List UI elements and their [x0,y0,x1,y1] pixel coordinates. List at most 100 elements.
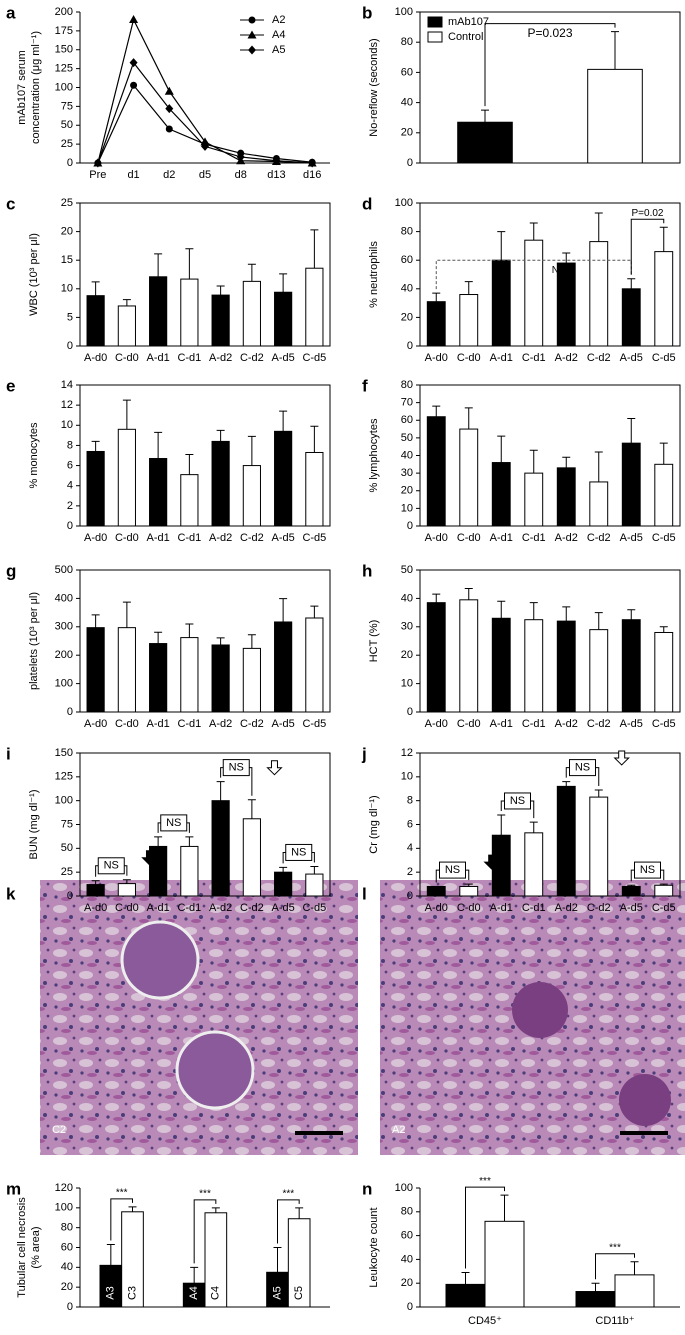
x-tick-label: C-d0 [115,352,139,364]
y-tick-label: 25 [61,197,73,209]
bar [211,440,230,527]
bracket [484,23,616,107]
error-bar [185,623,194,638]
error-bar [154,253,163,277]
annotation: P=0.02 [632,208,664,219]
y-axis-label: % monocytes [28,422,40,489]
annotation-box [569,759,596,777]
y-axis-label: mAb107 serum [16,50,28,125]
x-tick-label: A-d0 [84,718,107,730]
x-tick-label: d5 [199,169,211,181]
y-tick-label: 100 [395,1182,413,1194]
y-tick-label: 0 [407,706,413,718]
error-bar [273,1247,282,1273]
annotation: NS [291,846,306,858]
bar [524,472,544,527]
bar-label: C5 [293,1286,305,1300]
bar [575,1291,616,1308]
bar [305,267,324,347]
bar [621,288,641,347]
y-tick-label: 80 [401,36,413,48]
x-tick-label: A-d1 [147,352,170,364]
x-tick-label: C-d1 [522,532,546,544]
error-bar [497,231,506,261]
error-bar [627,884,636,887]
annotation: NS [229,762,244,774]
marker [165,125,173,133]
x-tick-label: d2 [163,169,175,181]
y-tick-label: 0 [407,1301,413,1313]
marker [272,156,281,166]
bar [614,1274,655,1308]
error-bar [310,425,319,453]
annotation-box [160,814,188,832]
y-tick-label: 4 [67,480,73,492]
error-bar [659,883,668,886]
bar [117,305,136,347]
y-tick-label: 10 [401,502,413,514]
x-tick-label: A-d0 [425,352,448,364]
plot-frame [79,752,331,897]
error-bar [279,866,288,873]
bar [305,451,324,527]
y-tick-label: 100 [55,81,73,93]
x-tick-label: C-d1 [177,718,201,730]
x-tick-label: A-d5 [620,352,643,364]
y-axis-label: WBC (10³ per μl) [28,233,40,316]
y-tick-label: 60 [401,66,413,78]
x-tick-label: A-d0 [425,532,448,544]
legend-label: mAb107 [448,16,489,28]
bar [149,643,168,713]
y-tick-label: 14 [61,379,73,391]
error-bar [529,602,538,620]
y-tick-label: 2 [67,500,73,512]
y-tick-label: 80 [61,1222,73,1234]
bar [556,467,576,527]
annotation: *** [609,1242,621,1253]
legend-marker [248,16,256,24]
annotation: NS [575,762,590,774]
marker [130,81,138,89]
x-tick-label: C-d5 [302,902,326,914]
x-tick-label: A-d0 [425,718,448,730]
error-bar [247,799,256,819]
x-tick-label: A-d2 [555,902,578,914]
error-bar [216,429,225,442]
annotation: NS [510,795,525,807]
error-bar [627,417,636,444]
error-bar [216,781,225,801]
annotation: NS [552,265,566,276]
plot-frame [419,384,681,527]
y-tick-label: 400 [55,592,73,604]
error-bar [91,614,100,628]
error-bar [122,601,131,628]
x-tick-label: C-d2 [587,718,611,730]
panel-letter: f [362,376,368,395]
bar [621,619,641,713]
error-bar [497,600,506,619]
error-bar [464,883,473,887]
annotation: NS [445,864,460,876]
error-bar [464,281,473,295]
glomerulus [175,1030,255,1110]
bar [654,884,674,897]
bar [589,796,609,897]
y-tick-label: 60 [401,414,413,426]
x-tick-label: CD11b⁺ [595,1315,634,1327]
plot-frame [79,384,331,527]
micrograph [40,880,358,1155]
bar [149,276,168,347]
panel-letter: i [6,744,11,763]
error-bar [154,836,163,847]
bracket [110,1198,133,1241]
marker [308,158,317,168]
panel-letter: b [362,3,372,22]
error-bar [279,410,288,432]
x-tick-label: C-d5 [302,352,326,364]
x-tick-label: A-d1 [490,532,513,544]
x-tick-label: d8 [235,169,247,181]
y-tick-label: 80 [401,379,413,391]
x-tick-label: C-d0 [115,532,139,544]
y-tick-label: 20 [61,1281,73,1293]
bar [86,884,105,897]
